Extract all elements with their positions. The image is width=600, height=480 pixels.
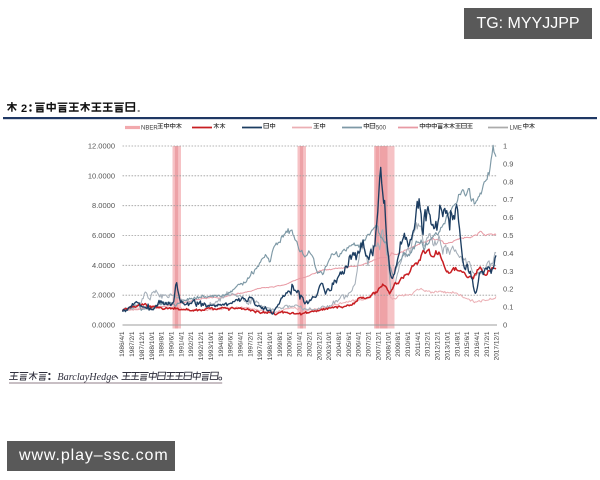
svg-text:2014/8/1: 2014/8/1 [454, 331, 461, 357]
svg-text:0.3: 0.3 [503, 267, 513, 276]
svg-text:1993/10/1: 1993/10/1 [208, 331, 215, 360]
svg-text:2005/6/1: 2005/6/1 [346, 331, 353, 357]
svg-text:2010/6/1: 2010/6/1 [405, 331, 412, 357]
svg-text:2004/8/1: 2004/8/1 [336, 331, 343, 357]
svg-text:2013/10/1: 2013/10/1 [444, 331, 451, 360]
svg-text:BarclayHedge: BarclayHedge [57, 372, 116, 383]
svg-text:2001/4/1: 2001/4/1 [297, 331, 304, 357]
svg-text:1997/12/1: 1997/12/1 [257, 331, 264, 360]
svg-text:1992/12/1: 1992/12/1 [198, 331, 205, 360]
svg-text:0.4: 0.4 [503, 249, 513, 258]
svg-text:2012/2/1: 2012/2/1 [425, 331, 432, 357]
svg-text:2008/10/1: 2008/10/1 [385, 331, 392, 360]
svg-text:4.0000: 4.0000 [92, 261, 115, 270]
svg-text:2003/10/1: 2003/10/1 [326, 331, 333, 360]
svg-text:0.1: 0.1 [503, 303, 513, 312]
svg-text:2002/12/1: 2002/12/1 [316, 331, 323, 360]
svg-text:NBER: NBER [141, 126, 158, 132]
svg-text:500: 500 [376, 126, 387, 132]
svg-text:0.8: 0.8 [503, 177, 513, 186]
svg-text:1987/2/1: 1987/2/1 [129, 331, 136, 357]
svg-text:8.0000: 8.0000 [92, 201, 115, 210]
svg-text:6.0000: 6.0000 [92, 231, 115, 240]
svg-text:0: 0 [503, 321, 507, 330]
svg-text:2011/4/1: 2011/4/1 [415, 331, 422, 356]
svg-text:1995/6/1: 1995/6/1 [228, 331, 235, 357]
svg-text:1990/6/1: 1990/6/1 [169, 331, 176, 357]
svg-text:0.9: 0.9 [503, 159, 513, 168]
svg-text:1994/8/1: 1994/8/1 [218, 331, 225, 357]
svg-text:1986/4/1: 1986/4/1 [119, 331, 126, 357]
svg-text:1: 1 [503, 142, 507, 151]
svg-text:2000/6/1: 2000/6/1 [287, 331, 294, 357]
svg-text:LME: LME [510, 126, 522, 132]
svg-text:2015/6/1: 2015/6/1 [464, 331, 471, 357]
svg-text:1987/12/1: 1987/12/1 [139, 331, 146, 360]
svg-text:1999/8/1: 1999/8/1 [277, 331, 284, 357]
svg-text:12.0000: 12.0000 [88, 142, 115, 151]
svg-text:2017/12/1: 2017/12/1 [494, 331, 501, 360]
svg-text:0.2: 0.2 [503, 285, 513, 294]
svg-text:2: 2 [21, 103, 27, 115]
svg-text:1996/4/1: 1996/4/1 [238, 331, 245, 357]
svg-text:1991/4/1: 1991/4/1 [178, 331, 185, 357]
svg-text:2007/2/1: 2007/2/1 [366, 331, 373, 357]
svg-text:0.7: 0.7 [503, 195, 513, 204]
svg-text:2.0000: 2.0000 [92, 291, 115, 300]
svg-text:2016/4/1: 2016/4/1 [474, 331, 481, 357]
svg-text:1989/8/1: 1989/8/1 [159, 331, 166, 357]
svg-text:2017/2/1: 2017/2/1 [484, 331, 491, 357]
svg-text:2012/12/1: 2012/12/1 [435, 331, 442, 360]
svg-text:1988/10/1: 1988/10/1 [149, 331, 156, 360]
svg-text:1992/2/1: 1992/2/1 [188, 331, 195, 357]
svg-text:1998/10/1: 1998/10/1 [267, 331, 274, 360]
svg-text:2007/12/1: 2007/12/1 [375, 331, 382, 360]
svg-text:0.6: 0.6 [503, 213, 513, 222]
svg-text:2009/8/1: 2009/8/1 [395, 331, 402, 357]
svg-text:0.5: 0.5 [503, 231, 513, 240]
svg-text:0.0000: 0.0000 [92, 321, 115, 330]
svg-text:1997/2/1: 1997/2/1 [247, 331, 254, 357]
svg-text:10.0000: 10.0000 [88, 171, 115, 180]
svg-text:2002/2/1: 2002/2/1 [307, 331, 314, 357]
svg-text:2006/4/1: 2006/4/1 [356, 331, 363, 357]
